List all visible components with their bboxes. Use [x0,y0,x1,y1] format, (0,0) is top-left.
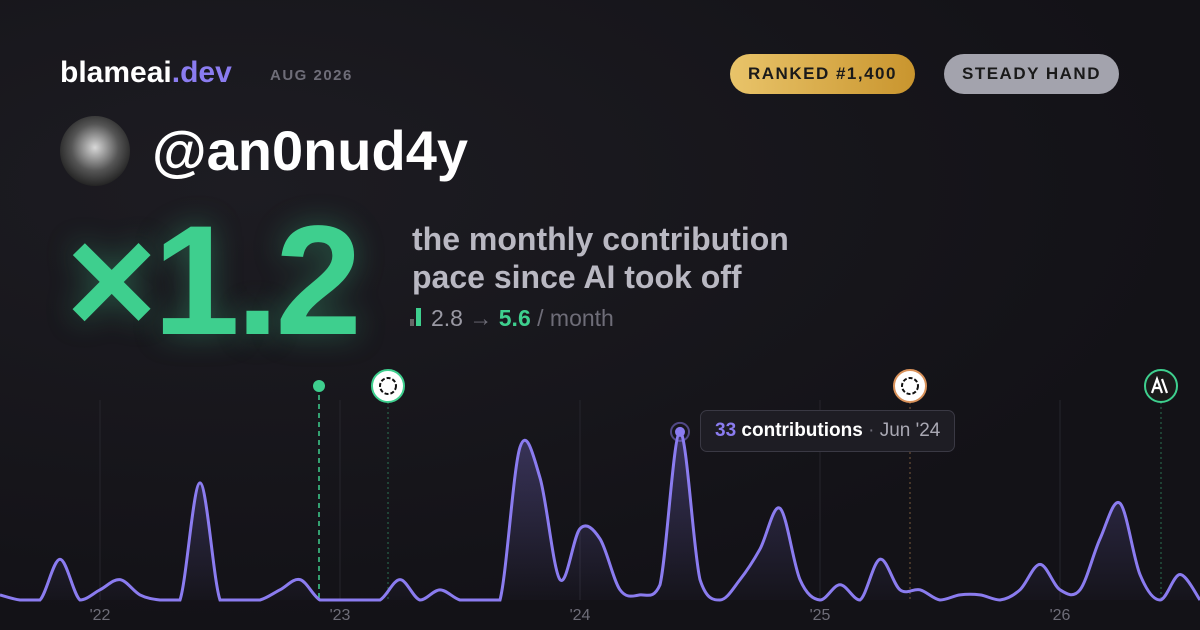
icon-glyph [901,377,919,395]
tooltip-sep: · [868,420,875,441]
after: 5.6 [498,305,531,331]
rank-badge: RANKED #1,400 [730,54,915,94]
style-badge: STEADY HAND [944,54,1119,94]
tooltip-value: 33 [715,420,737,441]
unit: / month [537,305,614,331]
brand: blameai.dev [60,56,232,90]
multiplier: ×1.2 [66,194,362,368]
tooltip-label: contributions [741,420,863,441]
line [0,430,1200,602]
x-tick-label: '23 [330,607,351,624]
brand-name: blameai [60,56,172,89]
highlight-ring [670,421,690,442]
icon-glyph [1150,375,1169,394]
arrow: → [469,305,493,331]
date: AUG 2026 [270,67,353,84]
brand-tld: .dev [171,56,232,89]
x-tick-label: '26 [1050,607,1071,624]
x-tick-label: '22 [90,607,111,624]
area [0,431,1200,600]
plot: '22 '23 '24 '25 '26 [0,400,1200,624]
event-icon[interactable] [1144,369,1178,403]
icon-glyph [379,377,397,395]
event-dot [313,380,325,392]
headline-text: the monthly contribution pace since AI to… [412,220,789,296]
highlight-point [675,426,685,437]
avatar [60,116,130,186]
x-tick-label: '25 [810,607,831,624]
tooltip-date: Jun '24 [879,420,941,441]
event-icon[interactable] [893,369,927,403]
bar-icon [416,308,421,326]
event-icon[interactable] [371,369,405,403]
bar-icon [410,319,414,326]
headline-line: pace since AI took off [412,259,742,295]
pace: 2.8 → 5.6 / month [410,305,614,332]
tooltip: 33 contributions · Jun '24 [700,410,956,452]
x-tick-label: '24 [570,607,591,624]
username: @an0nud4y [152,119,469,182]
headline-line: the monthly contribution [412,221,789,257]
before: 2.8 [431,305,463,331]
